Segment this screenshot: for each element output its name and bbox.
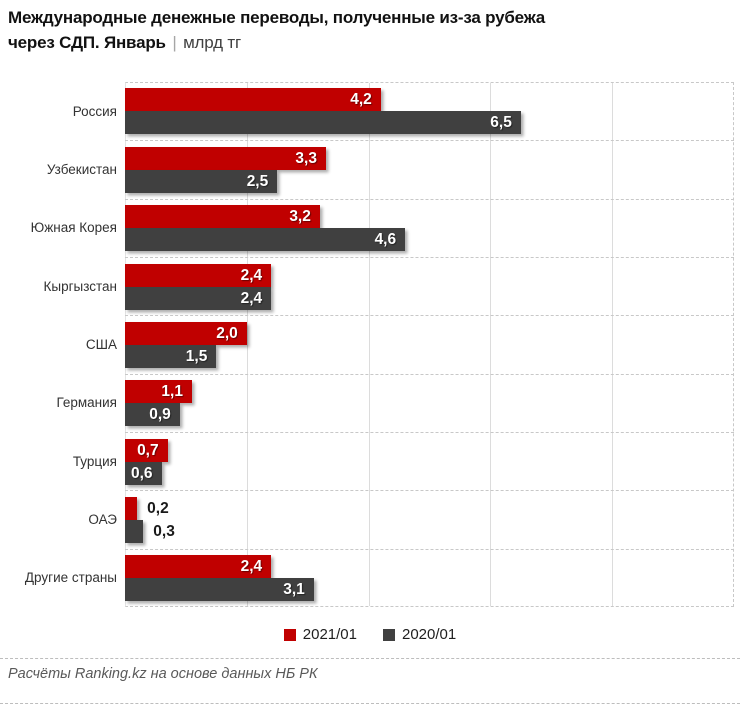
bar-chart: Россия 4,2 6,5 Узбекистан 3,3 2,5 Южная Корея 3… xyxy=(0,82,740,607)
source-note: Расчёты Ranking.kz на основе данных НБ Р… xyxy=(0,658,740,682)
bar-2021-01: 2,0 xyxy=(125,321,247,345)
bar-2020-01: 0,9 xyxy=(125,403,180,427)
category-label: Турция xyxy=(72,453,117,469)
category-label: США xyxy=(85,336,117,352)
bar-2021-01: 2,4 xyxy=(125,263,272,287)
category-bars: 4,2 6,5 xyxy=(125,82,734,140)
chart-row: Россия 4,2 6,5 xyxy=(0,82,734,140)
category-label: Узбекистан xyxy=(46,161,117,177)
category-label: Россия xyxy=(72,103,117,119)
legend-item: 2020/01 xyxy=(383,626,456,643)
chart-row: Узбекистан 3,3 2,5 xyxy=(0,140,734,198)
value-label: 1,1 xyxy=(161,383,183,401)
category-bars: 0,2 0,3 xyxy=(125,490,734,548)
value-label: 1,5 xyxy=(185,347,208,365)
value-label: 3,3 xyxy=(295,149,317,167)
gridline-x-4 xyxy=(368,83,370,606)
chart-unit-label: млрд тг xyxy=(183,33,241,52)
category-bars: 3,2 4,6 xyxy=(125,198,734,257)
bar-2020-01: 6,5 xyxy=(125,111,521,135)
value-label: 4,6 xyxy=(374,231,397,249)
chart-title-line1: Международные денежные переводы, получен… xyxy=(8,8,546,27)
legend-swatch-icon xyxy=(383,628,395,641)
legend-item: 2021/01 xyxy=(283,626,357,643)
chart-row: ОАЭ 0,2 0,3 xyxy=(0,490,734,548)
category-bars: 3,3 2,5 xyxy=(125,140,734,198)
category-bars: 2,4 3,1 xyxy=(125,548,734,607)
category-bars: 2,0 1,5 xyxy=(125,315,734,373)
chart-title-line2-bold: через СДП. Январь xyxy=(8,33,166,52)
chart-row: Другие страны 2,4 3,1 xyxy=(0,548,734,607)
chart-row: США 2,0 1,5 xyxy=(0,315,734,373)
value-label: 2,4 xyxy=(240,289,263,307)
category-bars: 2,4 2,4 xyxy=(125,256,734,315)
chart-row: Турция 0,7 0,6 xyxy=(0,431,734,490)
bar-2021-01: 3,2 xyxy=(125,205,320,229)
value-label: 0,3 xyxy=(153,522,175,540)
value-label: 2,4 xyxy=(240,266,263,284)
chart-row: Кыргызстан 2,4 2,4 xyxy=(0,256,734,315)
legend: 2021/01 2020/01 xyxy=(0,626,740,643)
value-label: 3,1 xyxy=(283,581,305,599)
bar-2020-01: 4,6 xyxy=(125,228,406,252)
bar-2021-01: 4,2 xyxy=(125,88,381,112)
value-label: 0,6 xyxy=(130,464,153,482)
bottom-divider xyxy=(0,703,740,706)
bar-2021-01: 2,4 xyxy=(125,555,272,579)
bar-2021-01: 0,2 xyxy=(125,496,169,520)
value-label: 2,0 xyxy=(216,324,238,342)
chart-rows: Россия 4,2 6,5 Узбекистан 3,3 2,5 Южная Корея 3… xyxy=(0,82,734,607)
bar-2020-01: 1,5 xyxy=(125,344,217,368)
gridline-x-2 xyxy=(247,83,249,606)
value-label: 4,2 xyxy=(350,91,372,109)
bar-2020-01: 2,5 xyxy=(125,169,278,193)
chart-row: Германия 1,1 0,9 xyxy=(0,373,734,432)
bar-2020-01: 0,6 xyxy=(125,461,162,485)
value-label: 0,9 xyxy=(149,406,171,424)
gridline-x-6 xyxy=(490,83,492,606)
value-label: 6,5 xyxy=(490,114,512,132)
legend-swatch-icon xyxy=(283,628,296,641)
chart-title-line2: через СДП. Январь | млрд тг xyxy=(8,30,730,55)
value-label: 0,7 xyxy=(137,441,159,459)
chart-title: Международные денежные переводы, получен… xyxy=(0,0,740,55)
category-bars: 1,1 0,9 xyxy=(125,373,734,432)
bar-2020-01: 3,1 xyxy=(125,578,314,602)
value-label: 2,5 xyxy=(246,172,269,190)
chart-row: Южная Корея 3,2 4,6 xyxy=(0,198,734,257)
category-label: ОАЭ xyxy=(88,511,117,527)
category-bars: 0,7 0,6 xyxy=(125,431,734,490)
category-label: Кыргызстан xyxy=(43,278,118,294)
category-label: Другие страны xyxy=(24,570,117,586)
bar-2021-01: 1,1 xyxy=(125,380,192,404)
bar-2020-01: 2,4 xyxy=(125,286,272,310)
bar-2021-01: 0,7 xyxy=(125,438,168,462)
legend-label: 2020/01 xyxy=(402,626,457,643)
value-label: 2,4 xyxy=(240,558,263,576)
bar-2020-01: 0,3 xyxy=(125,519,175,543)
title-separator: | xyxy=(172,33,177,52)
category-label: Германия xyxy=(56,395,117,411)
value-label: 3,2 xyxy=(289,208,311,226)
value-label: 0,2 xyxy=(147,499,169,517)
legend-label: 2021/01 xyxy=(302,626,357,643)
gridline-x-8 xyxy=(611,83,613,606)
category-label: Южная Корея xyxy=(30,220,117,236)
bar-2021-01: 3,3 xyxy=(125,146,326,170)
